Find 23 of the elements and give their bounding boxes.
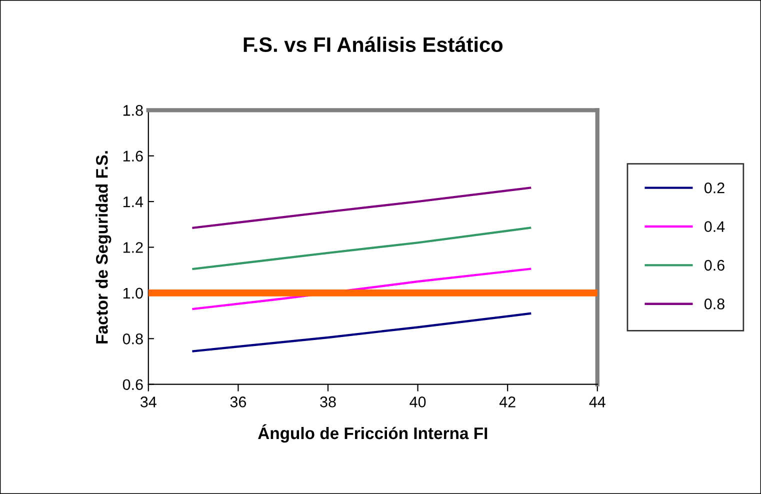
- chart-title: F.S. vs FI Análisis Estático: [244, 36, 503, 52]
- y-tick-label: 0.6: [122, 379, 143, 390]
- x-axis-title: Ángulo de Fricción Interna FI: [258, 424, 488, 443]
- legend-label: 0.2: [704, 182, 724, 194]
- x-tick-label: 34: [140, 396, 156, 408]
- y-tick-label: 1.0: [123, 288, 143, 299]
- y-axis-title: Factor de Seguridad F.S.: [96, 151, 112, 344]
- y-tick-label: 1.8: [123, 105, 143, 116]
- line-series: [192, 226, 532, 270]
- legend-label: 0.8: [704, 298, 724, 310]
- y-tick-label: 1.2: [123, 242, 143, 253]
- line-series: [192, 186, 532, 229]
- x-tick-label: 36: [230, 396, 246, 408]
- line-series: [192, 312, 532, 352]
- y-tick-label: 1.4: [123, 196, 144, 208]
- y-tick-label: 0.8: [122, 334, 143, 344]
- x-tick-label: 40: [410, 396, 426, 408]
- x-tick-label: 44: [589, 396, 606, 408]
- x-tick-label: 38: [320, 396, 336, 408]
- legend-label: 0.6: [704, 260, 724, 271]
- y-tick-label: 1.6: [123, 150, 143, 162]
- x-tick-label: 42: [499, 396, 516, 408]
- legend-label: 0.4: [704, 221, 725, 232]
